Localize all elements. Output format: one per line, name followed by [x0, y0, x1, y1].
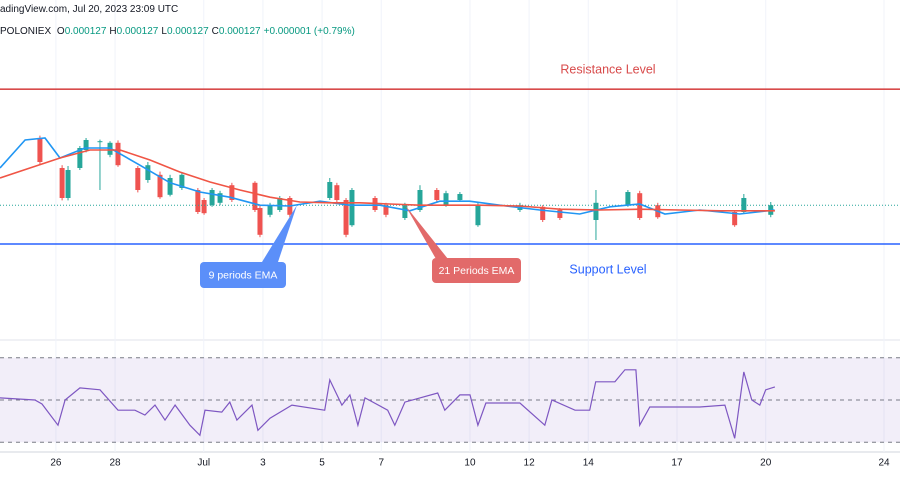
candle-body	[135, 168, 141, 190]
candle-body	[115, 142, 121, 166]
callout-label: 9 periods EMA	[209, 269, 278, 281]
candle-body	[334, 185, 340, 200]
quote-text: L	[161, 26, 167, 37]
candle-body	[402, 205, 408, 218]
candle-body	[252, 182, 258, 210]
x-tick-label: 3	[260, 458, 266, 469]
candle-body	[83, 140, 89, 150]
quote-text: O	[56, 26, 65, 37]
candle-body	[557, 210, 563, 218]
candle-body	[179, 174, 185, 188]
quote-text: H	[109, 26, 117, 37]
candle-body	[593, 202, 599, 220]
candle-body	[625, 192, 631, 206]
x-tick-label: 17	[671, 458, 683, 469]
quote-text: 0.000127	[218, 26, 261, 37]
candle-body	[195, 190, 201, 212]
x-tick-label: 10	[464, 458, 476, 469]
candle-body	[732, 212, 738, 226]
candle-body	[209, 190, 215, 206]
candle-body	[383, 205, 389, 215]
candle-body	[77, 148, 83, 168]
grid: 26 28 Jul 3 5 7 10 12 14 17 20 24	[50, 0, 890, 469]
callout-label: 21 Periods EMA	[439, 265, 515, 277]
callout-box	[432, 258, 521, 283]
quote-text: +0.000001 (+0.79%)	[263, 26, 355, 37]
header-quote: POLONIEX O0.000127 H0.000127 L0.000127 C0.0…	[0, 26, 358, 37]
candle-body	[145, 165, 151, 180]
candle-body	[229, 185, 235, 200]
price-pane: Resistance Level Support Level	[0, 62, 900, 276]
quote-text: 0.000127	[166, 26, 209, 37]
quote-text: 0.000127	[116, 26, 159, 37]
candle-body	[741, 198, 747, 212]
candle-body	[457, 194, 463, 200]
rsi-line	[0, 369, 776, 439]
candle-body	[257, 208, 263, 235]
candle-body	[475, 205, 481, 226]
x-tick-label: 20	[760, 458, 772, 469]
callout-pointer	[405, 205, 448, 259]
x-tick-label: 24	[878, 458, 890, 469]
symbol: POLONIEX	[0, 26, 52, 37]
candle-body	[97, 141, 103, 143]
quote-text: C	[211, 26, 219, 37]
candle-body	[443, 193, 449, 206]
candle-body	[540, 206, 546, 220]
candle-body	[417, 190, 423, 210]
candle-body	[434, 190, 440, 200]
callout-pointer	[262, 205, 297, 262]
x-tick-label: 26	[50, 458, 62, 469]
candle-body	[349, 190, 355, 226]
x-tick-label: 28	[109, 458, 121, 469]
quote-text: 0.000127	[64, 26, 107, 37]
candle-body	[157, 174, 163, 198]
candle-body	[59, 168, 65, 198]
candle-body	[201, 200, 207, 214]
candle-body	[217, 193, 223, 203]
candle-body	[65, 170, 71, 198]
x-tick-label: 12	[524, 458, 536, 469]
candle-body	[343, 200, 349, 235]
ema-line	[0, 137, 775, 215]
level-label: Support Level	[569, 262, 646, 276]
ema-line	[0, 149, 775, 212]
callout-box	[200, 262, 286, 288]
x-tick-label: 7	[378, 458, 384, 469]
candle-body	[37, 138, 43, 162]
candle-body	[267, 205, 273, 215]
annotations: 9 periods EMA 21 Periods EMA	[200, 205, 521, 288]
candle-body	[327, 182, 333, 198]
candle-body	[167, 178, 173, 195]
header-source: adingView.com, Jul 20, 2023 23:09 UTC	[0, 4, 179, 15]
x-tick-label: 5	[319, 458, 325, 469]
rsi-pane	[0, 357, 900, 443]
x-tick-label: 14	[583, 458, 595, 469]
x-tick-label: Jul	[197, 458, 210, 469]
level-label: Resistance Level	[560, 62, 655, 76]
candle-body	[277, 198, 283, 210]
